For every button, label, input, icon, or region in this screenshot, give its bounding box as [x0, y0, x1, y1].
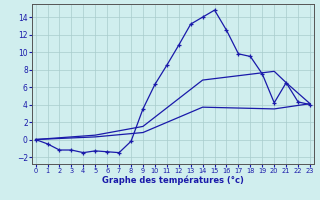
X-axis label: Graphe des températures (°c): Graphe des températures (°c): [102, 176, 244, 185]
